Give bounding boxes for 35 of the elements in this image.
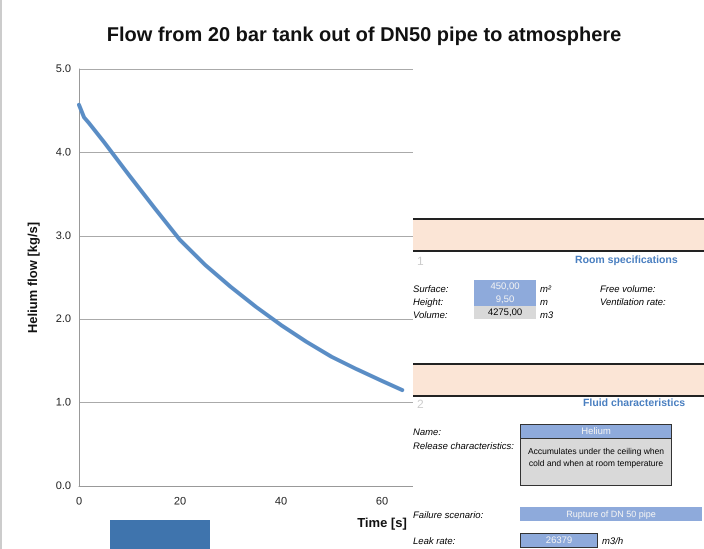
annotation: m3 [540,310,554,321]
input-field: Rupture of DN 50 pipe [520,507,702,521]
annotation: Release characteristics: [413,441,514,452]
line-series [77,102,404,392]
y-tick-label: 2.0 [56,313,71,326]
y-tick-label: 0.0 [56,480,71,492]
y-axis-title: Helium flow [kg/s] [25,222,40,334]
annotation: Fluid characteristics [583,397,686,409]
annotation: Name: [413,427,441,438]
x-axis-title: Time [s] [357,515,407,530]
text: Leak rate: [413,536,456,547]
annotation: Free volume: [600,284,656,295]
annotation: m² [540,284,552,295]
chart-title: Flow from 20 bar tank out of DN50 pipe to atmosphere [106,24,622,46]
input-field: 450,00 [474,280,536,293]
y-tick-label: 5.0 [56,63,71,75]
input-field: 26379 [520,533,598,548]
y-tick-label: 3.0 [56,230,71,242]
annotation: Surface: [413,284,448,295]
x-tick-label: 20 [174,496,186,508]
y-tick-label: 1.0 [56,396,71,409]
input-field: Accumulates under the ceiling when cold and when at room temperature [520,438,672,486]
text: Failure scenario: [413,510,484,521]
x-tick-label: 60 [376,496,388,508]
annotation: Volume: [413,310,448,321]
input-field: 9,50 [474,293,536,306]
annotation: Room specifications [575,254,678,266]
y-tick-label: 4.0 [56,146,71,158]
x-tick-label: 40 [274,496,288,508]
input-field: 4275,00 [474,306,536,319]
x-tick-label: 0 [76,496,82,508]
annotation: Height: [413,297,444,308]
annotation: Ventilation rate: [600,297,666,308]
text: m3/h [602,536,624,547]
annotation: m [540,297,548,308]
